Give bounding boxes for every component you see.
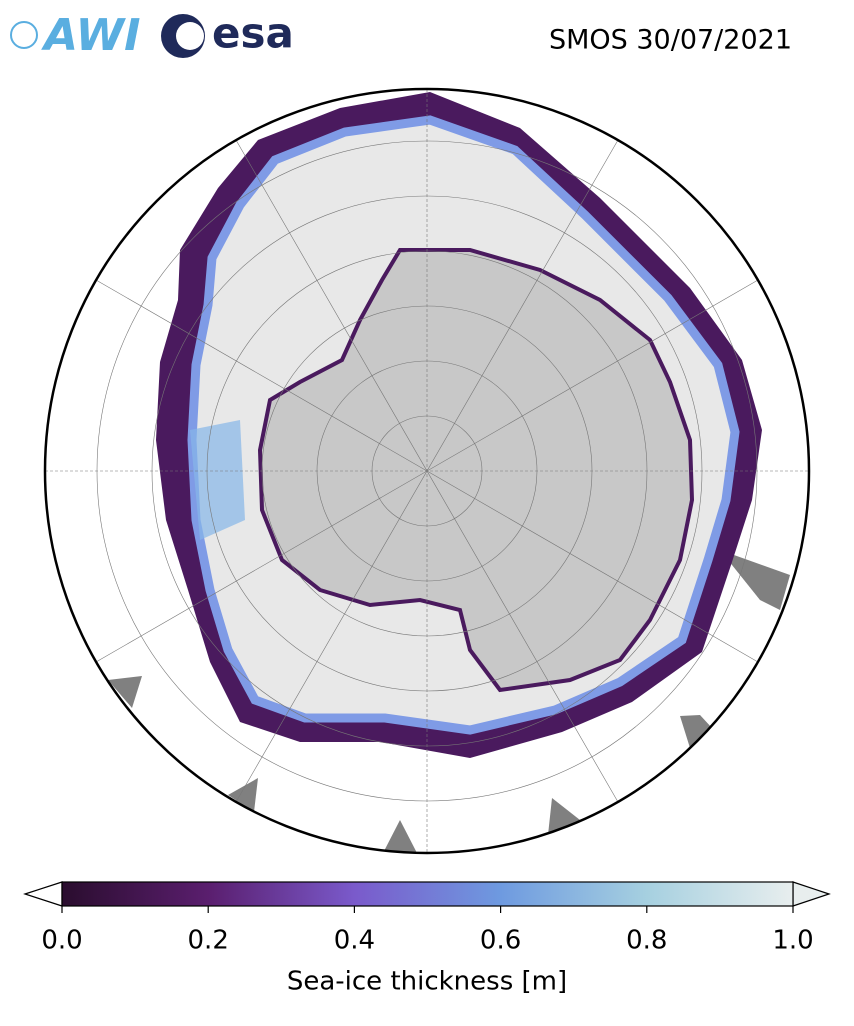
antarctica <box>257 248 695 693</box>
colorbar <box>23 881 831 913</box>
map-frame <box>43 87 811 855</box>
colorbar-label: Sea-ice thickness [m] <box>287 967 567 997</box>
colorbar-tick-label: 0.4 <box>334 926 375 956</box>
logo-awi: AWI <box>10 10 141 61</box>
colorbar-tick-label: 1.0 <box>772 926 813 956</box>
graticule <box>45 89 809 853</box>
colorbar-gradient <box>61 881 794 907</box>
colorbar-tick-label: 0.0 <box>41 926 82 956</box>
colorbar-tick-label: 0.8 <box>626 926 667 956</box>
logo-text: esa <box>212 9 294 58</box>
logo-text: AWI <box>41 10 141 61</box>
logo-esa: esa <box>161 9 294 58</box>
colorbar-tick-label: 0.6 <box>480 926 521 956</box>
map <box>45 89 809 853</box>
title: SMOS 30/07/2021 <box>549 25 792 56</box>
colorbar-tick-label: 0.2 <box>188 926 229 956</box>
